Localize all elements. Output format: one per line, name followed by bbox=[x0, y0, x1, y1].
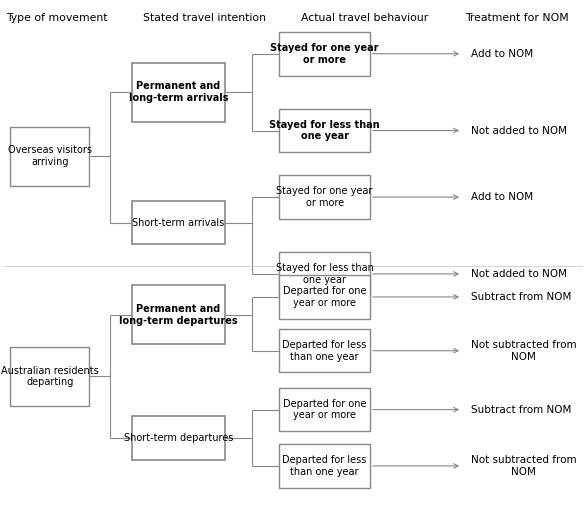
Text: Type of movement: Type of movement bbox=[6, 13, 108, 23]
Text: Permanent and
long-term arrivals: Permanent and long-term arrivals bbox=[129, 81, 228, 103]
Text: Stayed for one year
or more: Stayed for one year or more bbox=[277, 186, 373, 208]
Bar bbox=[132, 63, 225, 122]
Bar bbox=[280, 252, 370, 295]
Text: Stayed for one year
or more: Stayed for one year or more bbox=[270, 43, 379, 65]
Text: Stated travel intention: Stated travel intention bbox=[143, 13, 266, 23]
Bar bbox=[280, 388, 370, 431]
Text: Australian residents
departing: Australian residents departing bbox=[1, 366, 99, 387]
Bar bbox=[132, 286, 225, 344]
Text: Add to NOM: Add to NOM bbox=[471, 49, 533, 59]
Text: Not subtracted from
NOM: Not subtracted from NOM bbox=[471, 455, 577, 477]
Bar bbox=[280, 32, 370, 75]
Text: Subtract from NOM: Subtract from NOM bbox=[471, 292, 572, 302]
Bar bbox=[280, 109, 370, 153]
Text: Subtract from NOM: Subtract from NOM bbox=[471, 404, 572, 415]
Text: Treatment for NOM: Treatment for NOM bbox=[465, 13, 569, 23]
Bar bbox=[132, 201, 225, 245]
Text: Departed for one
year or more: Departed for one year or more bbox=[283, 399, 366, 420]
Bar bbox=[280, 175, 370, 219]
Text: Departed for less
than one year: Departed for less than one year bbox=[283, 455, 367, 477]
Text: Departed for one
year or more: Departed for one year or more bbox=[283, 286, 366, 308]
Text: Short-term arrivals: Short-term arrivals bbox=[132, 218, 225, 228]
Bar bbox=[11, 127, 89, 186]
Text: Stayed for less than
one year: Stayed for less than one year bbox=[269, 120, 380, 141]
Text: Permanent and
long-term departures: Permanent and long-term departures bbox=[119, 304, 238, 326]
Text: Not added to NOM: Not added to NOM bbox=[471, 125, 567, 136]
Bar bbox=[11, 347, 89, 406]
Bar bbox=[280, 275, 370, 318]
Text: Actual travel behaviour: Actual travel behaviour bbox=[301, 13, 429, 23]
Text: Add to NOM: Add to NOM bbox=[471, 192, 533, 202]
Text: Not added to NOM: Not added to NOM bbox=[471, 269, 567, 279]
Text: Departed for less
than one year: Departed for less than one year bbox=[283, 340, 367, 361]
Text: Not subtracted from
NOM: Not subtracted from NOM bbox=[471, 340, 577, 361]
Text: Overseas visitors
arriving: Overseas visitors arriving bbox=[8, 145, 92, 167]
Bar bbox=[132, 416, 225, 460]
Text: Stayed for less than
one year: Stayed for less than one year bbox=[276, 263, 374, 285]
Bar bbox=[280, 444, 370, 487]
Text: Short-term departures: Short-term departures bbox=[124, 433, 233, 443]
Bar bbox=[280, 329, 370, 373]
